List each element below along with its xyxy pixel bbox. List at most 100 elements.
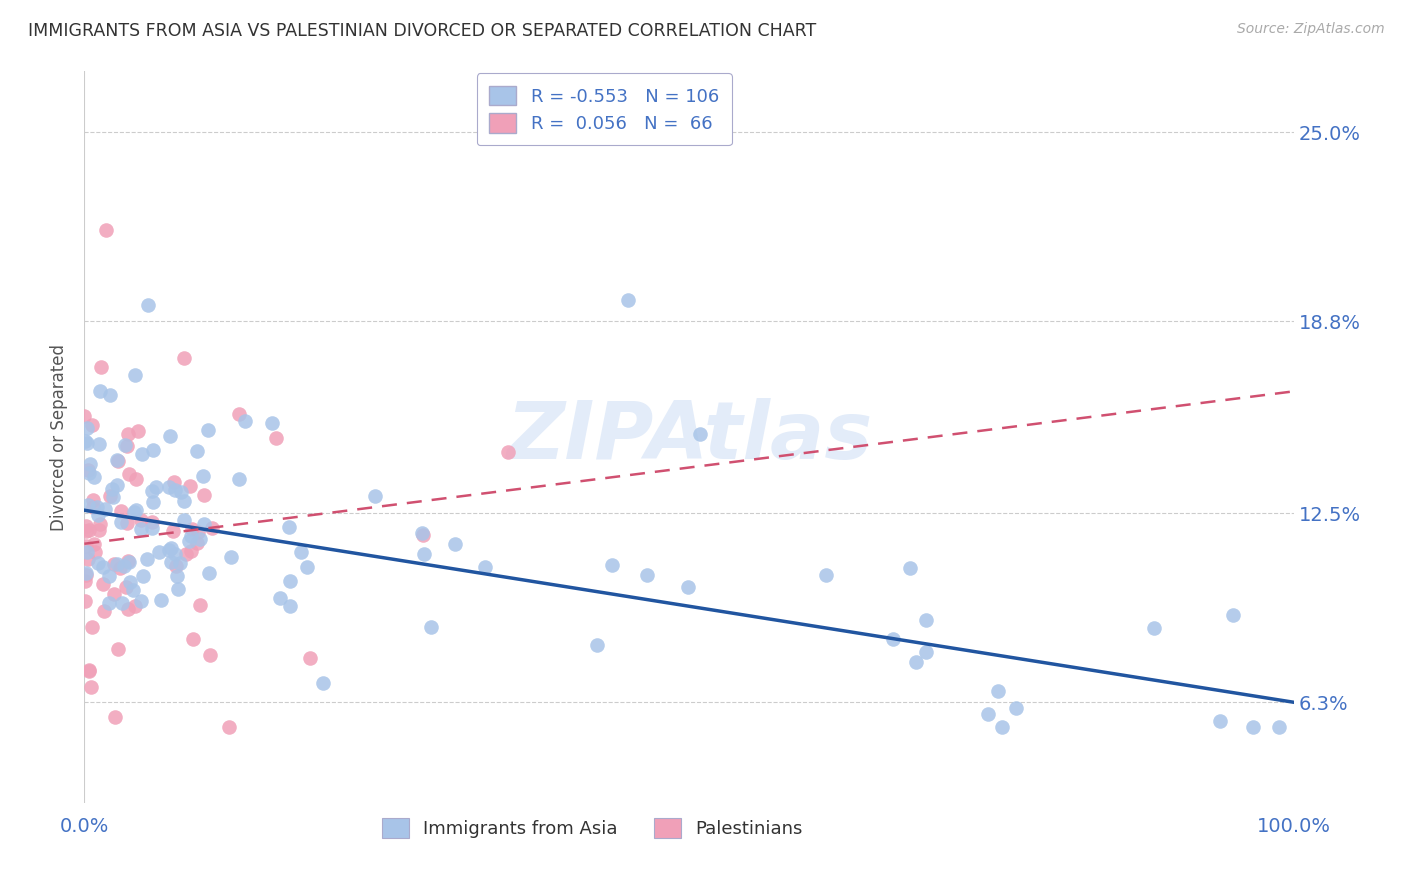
Point — [186, 536, 208, 550]
Point — [163, 475, 186, 490]
Point — [79, 466, 101, 480]
Point — [201, 521, 224, 535]
Point — [228, 472, 250, 486]
Point — [110, 515, 132, 529]
Point — [474, 559, 496, 574]
Point — [141, 483, 163, 498]
Point — [1005, 700, 1028, 714]
Point — [496, 445, 519, 459]
Point — [75, 574, 97, 588]
Point — [125, 472, 148, 486]
Point — [166, 569, 188, 583]
Point — [77, 551, 100, 566]
Point — [77, 498, 100, 512]
Point — [118, 574, 141, 589]
Point — [98, 569, 121, 583]
Point — [111, 596, 134, 610]
Point — [117, 553, 139, 567]
Point — [173, 351, 195, 365]
Point — [600, 558, 623, 572]
Point — [262, 417, 284, 431]
Point — [73, 593, 96, 607]
Point — [914, 645, 936, 659]
Point — [617, 293, 640, 307]
Point — [145, 480, 167, 494]
Point — [1268, 720, 1291, 734]
Point — [83, 537, 105, 551]
Point — [186, 443, 208, 458]
Point — [269, 591, 291, 605]
Point — [122, 505, 145, 519]
Point — [173, 494, 195, 508]
Point — [79, 664, 101, 678]
Point — [75, 566, 97, 580]
Point — [129, 522, 152, 536]
Point — [77, 523, 100, 537]
Point — [187, 524, 209, 539]
Point — [117, 601, 139, 615]
Point — [278, 574, 301, 588]
Text: ZIPAtlas: ZIPAtlas — [506, 398, 872, 476]
Point — [73, 409, 96, 423]
Point — [157, 480, 180, 494]
Point — [89, 517, 111, 532]
Point — [105, 557, 128, 571]
Point — [76, 420, 98, 434]
Point — [93, 604, 115, 618]
Point — [75, 524, 97, 538]
Point — [110, 504, 132, 518]
Point — [264, 431, 287, 445]
Point — [98, 596, 121, 610]
Point — [198, 648, 221, 662]
Point — [148, 545, 170, 559]
Point — [165, 547, 187, 561]
Point — [104, 710, 127, 724]
Point — [193, 469, 215, 483]
Point — [165, 559, 187, 574]
Point — [363, 489, 385, 503]
Legend: Immigrants from Asia, Palestinians: Immigrants from Asia, Palestinians — [374, 811, 810, 845]
Point — [181, 632, 204, 647]
Point — [76, 545, 98, 559]
Point — [118, 467, 141, 481]
Point — [87, 508, 110, 523]
Point — [413, 547, 436, 561]
Point — [82, 493, 104, 508]
Point — [75, 539, 97, 553]
Point — [197, 423, 219, 437]
Point — [977, 707, 1000, 722]
Y-axis label: Divorced or Separated: Divorced or Separated — [51, 343, 69, 531]
Point — [136, 298, 159, 312]
Point — [107, 477, 129, 491]
Point — [169, 556, 191, 570]
Point — [162, 524, 184, 539]
Point — [233, 414, 256, 428]
Point — [190, 598, 212, 612]
Point — [157, 542, 180, 557]
Point — [103, 587, 125, 601]
Point — [107, 453, 129, 467]
Point — [91, 559, 114, 574]
Point — [80, 680, 103, 694]
Point — [198, 566, 221, 580]
Point — [991, 720, 1014, 734]
Point — [278, 599, 301, 614]
Point — [193, 488, 215, 502]
Point — [419, 619, 441, 633]
Point — [180, 529, 202, 543]
Point — [193, 517, 215, 532]
Point — [444, 537, 467, 551]
Point — [1222, 607, 1244, 622]
Point — [177, 533, 200, 548]
Text: Source: ZipAtlas.com: Source: ZipAtlas.com — [1237, 22, 1385, 37]
Point — [94, 223, 117, 237]
Point — [180, 544, 202, 558]
Point — [159, 429, 181, 443]
Point — [75, 568, 97, 582]
Point — [297, 560, 319, 574]
Point — [131, 447, 153, 461]
Point — [167, 582, 190, 596]
Point — [159, 541, 181, 555]
Point — [115, 581, 138, 595]
Point — [87, 437, 110, 451]
